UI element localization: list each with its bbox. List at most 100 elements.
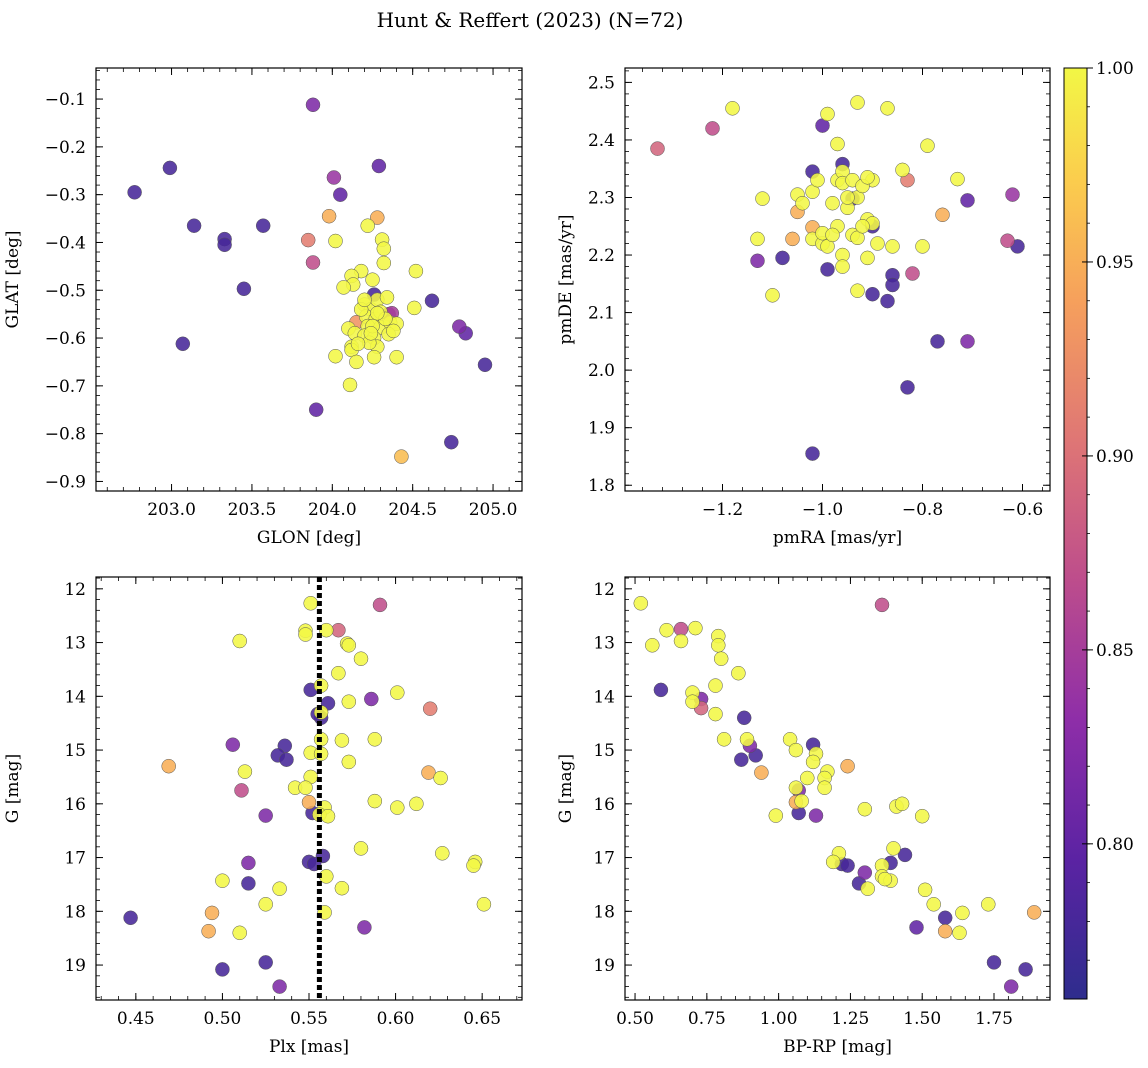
data-point xyxy=(204,905,220,921)
data-point xyxy=(232,925,247,941)
data-point xyxy=(981,897,996,912)
data-point xyxy=(258,897,273,912)
axes-frame xyxy=(95,67,523,492)
data-point xyxy=(909,920,924,935)
data-point xyxy=(127,185,142,200)
data-point xyxy=(708,678,723,693)
data-point xyxy=(736,710,752,726)
y-tick-label: 18 xyxy=(593,902,615,922)
data-point xyxy=(865,286,880,302)
data-point xyxy=(930,334,945,349)
y-tick-label: 18 xyxy=(64,902,86,922)
data-point xyxy=(407,300,422,316)
data-point xyxy=(476,897,492,912)
data-point xyxy=(754,765,769,780)
y-tick-label: 1.9 xyxy=(588,419,615,439)
data-point xyxy=(321,208,337,224)
data-point xyxy=(840,858,855,873)
y-tick-label: 17 xyxy=(64,849,86,869)
x-tick-label: 0.65 xyxy=(463,1009,501,1029)
data-point xyxy=(258,955,273,970)
ticks-plx-g: 0.45 0.50 0.55 0.60 0.65 12 13 14 15 16 17 18 19 xyxy=(64,577,522,1029)
data-point xyxy=(860,881,875,896)
data-point xyxy=(319,622,334,638)
data-point xyxy=(298,627,313,642)
data-point xyxy=(371,158,387,174)
data-point xyxy=(360,218,375,233)
y-axis-label: G [mag] xyxy=(556,754,576,823)
data-point xyxy=(768,808,784,823)
data-point xyxy=(394,449,409,464)
data-point xyxy=(1000,233,1015,248)
data-point xyxy=(659,622,674,638)
data-point xyxy=(215,962,230,977)
data-point xyxy=(688,620,703,636)
data-point xyxy=(201,923,216,939)
data-point xyxy=(328,348,343,364)
data-point xyxy=(937,910,953,926)
data-point xyxy=(825,854,841,870)
data-point xyxy=(326,170,342,185)
axes-frame xyxy=(624,576,1051,1001)
y-axis-label: GLAT [deg] xyxy=(3,230,23,328)
data-point xyxy=(353,841,369,856)
data-point xyxy=(840,190,855,205)
x-tick-label: −1.2 xyxy=(702,500,743,520)
colorbar-gradient xyxy=(1063,67,1088,1000)
y-tick-label: −0.9 xyxy=(45,472,86,492)
data-point xyxy=(237,764,253,779)
data-point xyxy=(885,277,900,293)
data-point xyxy=(830,136,845,152)
colorbar-tick-label: 1.00 xyxy=(1096,59,1134,79)
data-point xyxy=(241,876,256,891)
axes-frame xyxy=(624,67,1051,492)
data-point xyxy=(917,882,933,898)
data-point xyxy=(897,847,913,863)
data-point xyxy=(711,638,726,653)
data-point xyxy=(800,770,815,786)
data-point xyxy=(279,752,294,767)
data-point xyxy=(386,323,401,339)
data-point xyxy=(452,319,467,334)
data-point xyxy=(808,808,824,823)
data-point xyxy=(370,305,385,321)
data-point xyxy=(653,682,669,698)
x-tick-label: 203.0 xyxy=(147,500,196,520)
data-point xyxy=(365,272,380,287)
data-point xyxy=(334,733,350,748)
data-point xyxy=(409,796,424,812)
data-point xyxy=(825,195,840,211)
data-point xyxy=(857,801,873,817)
data-point xyxy=(333,187,348,202)
data-point xyxy=(633,596,649,611)
ticks-glon-glat: 203.0 203.5 204.0 204.5 205.0 −0.1 −0.2 −0.3 −0.… xyxy=(45,68,522,520)
y-tick-label: 12 xyxy=(593,580,615,600)
data-point xyxy=(750,253,765,269)
data-point xyxy=(905,266,920,281)
data-point xyxy=(236,281,252,297)
data-point xyxy=(731,665,746,681)
y-tick-label: 1.8 xyxy=(588,476,615,496)
data-point xyxy=(885,239,900,254)
panel-pmra-pmde: −1.2 −1.0 −0.8 −0.6 1.8 1.9 2.0 2.1 2.2 2.3 2.4 2.5… xyxy=(556,67,1051,548)
data-point xyxy=(234,783,249,798)
data-point xyxy=(379,290,395,305)
x-tick-label: 0.45 xyxy=(117,1009,155,1029)
x-tick-label: 1.50 xyxy=(903,1009,941,1029)
data-point xyxy=(788,742,804,758)
data-point xyxy=(421,765,436,780)
data-point xyxy=(874,597,890,613)
data-point xyxy=(805,446,820,461)
data-point xyxy=(390,800,405,815)
y-tick-label: −0.1 xyxy=(45,90,86,110)
colorbar-tick-label: 0.85 xyxy=(1096,641,1134,661)
figure-title: Hunt & Reffert (2023) (N=72) xyxy=(377,8,684,32)
data-point xyxy=(986,955,1002,970)
data-point xyxy=(367,732,383,747)
data-point xyxy=(817,780,832,795)
data-point xyxy=(232,633,247,649)
data-point xyxy=(301,794,317,810)
data-point xyxy=(328,233,343,249)
x-tick-label: 0.50 xyxy=(203,1009,241,1029)
data-point xyxy=(389,349,404,365)
